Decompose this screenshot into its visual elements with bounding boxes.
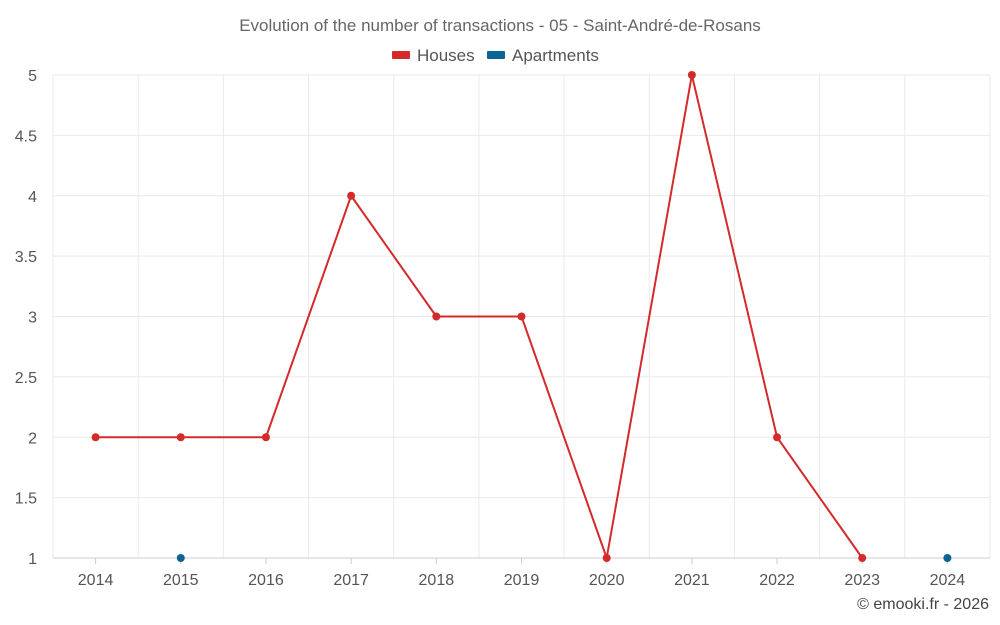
x-tick-label: 2016 bbox=[248, 572, 284, 589]
axes: 1 1.5 2 2.5 3 3.5 4 4.5 5 2014 2015 2016 2017 2018 201… bbox=[15, 68, 990, 589]
data-point-houses[interactable] bbox=[687, 71, 696, 79]
x-tick-label: 2021 bbox=[674, 572, 710, 589]
data-point-houses[interactable] bbox=[261, 433, 270, 442]
y-tick-label: 1 bbox=[28, 551, 37, 568]
y-tick-label: 4 bbox=[28, 189, 37, 206]
data-point-apartments[interactable] bbox=[943, 554, 952, 562]
series-line-houses bbox=[95, 74, 864, 559]
data-point-houses[interactable] bbox=[517, 312, 526, 321]
x-tick-label: 2017 bbox=[333, 572, 369, 589]
y-tick-label: 3 bbox=[28, 310, 37, 327]
legend-item-apartments[interactable]: Apartments bbox=[487, 46, 599, 65]
legend-swatch-houses bbox=[392, 51, 410, 59]
y-tick-label: 5 bbox=[28, 68, 37, 85]
legend: Houses Apartments bbox=[392, 46, 599, 65]
series bbox=[91, 71, 952, 562]
x-tick-label: 2019 bbox=[504, 572, 540, 589]
legend-swatch-apartments bbox=[487, 51, 505, 59]
x-tick-label: 2015 bbox=[163, 572, 199, 589]
data-point-houses[interactable] bbox=[347, 191, 356, 200]
y-tick-label: 2 bbox=[28, 430, 37, 447]
data-point-houses[interactable] bbox=[602, 554, 611, 562]
data-point-houses[interactable] bbox=[858, 554, 867, 562]
x-tick-label: 2014 bbox=[78, 572, 114, 589]
data-point-houses[interactable] bbox=[176, 433, 185, 442]
y-tick-label: 3.5 bbox=[15, 249, 37, 266]
credit-text: © emooki.fr - 2026 bbox=[857, 596, 989, 613]
x-tick-label: 2020 bbox=[589, 572, 625, 589]
x-tick-label: 2024 bbox=[930, 572, 966, 589]
legend-label-houses: Houses bbox=[417, 46, 475, 65]
data-point-houses[interactable] bbox=[432, 312, 441, 321]
x-tick-label: 2018 bbox=[419, 572, 455, 589]
legend-label-apartments: Apartments bbox=[512, 46, 599, 65]
series-apartments bbox=[176, 554, 952, 562]
series-houses bbox=[91, 71, 867, 562]
data-point-houses[interactable] bbox=[91, 433, 100, 442]
y-tick-label: 4.5 bbox=[15, 128, 37, 145]
data-point-houses[interactable] bbox=[773, 433, 782, 442]
x-tick-label: 2022 bbox=[759, 572, 795, 589]
chart-title: Evolution of the number of transactions … bbox=[239, 16, 761, 35]
y-tick-label: 2.5 bbox=[15, 370, 37, 387]
data-point-apartments[interactable] bbox=[176, 554, 185, 562]
legend-item-houses[interactable]: Houses bbox=[392, 46, 475, 65]
x-tick-label: 2023 bbox=[844, 572, 880, 589]
y-tick-label: 1.5 bbox=[15, 491, 37, 508]
